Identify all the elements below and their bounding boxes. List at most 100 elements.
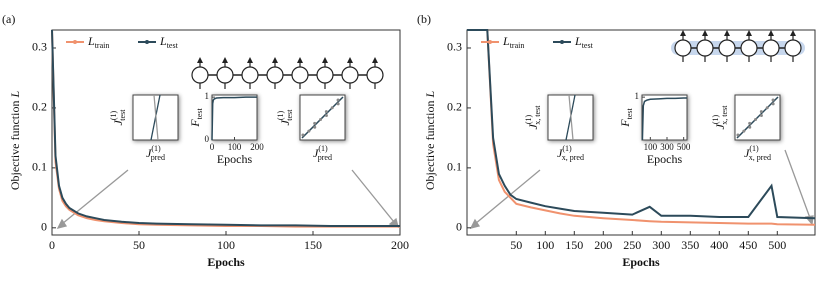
spin-site [316,66,334,84]
spin-arrowhead [297,57,303,63]
inset-frame [641,94,688,141]
label-sub: x, pred [749,153,771,162]
spin-site [216,66,234,84]
label-sub: pred [318,153,332,162]
inset-y-label: J(1)x, test [711,105,729,130]
label-base: J [278,119,292,125]
inset-frame [211,94,258,141]
label-sub: test [195,107,204,119]
inset-point [771,98,775,102]
legend-entry: Ltest [159,34,179,50]
spin-arrowhead [724,30,730,36]
spin-site [241,66,259,84]
label-base: J [313,146,319,160]
inset-y-label: J(1)test [276,109,294,126]
label-sub: train [95,41,110,50]
label-sup: (1) [276,110,285,120]
x-tick-label: 100 [217,238,235,252]
inset-point [319,117,323,121]
spin-arrowhead [222,57,228,63]
inset-fit [568,94,574,141]
spin-site [740,39,758,57]
inset-x-tick-label: 100 [228,142,242,152]
chain-diagram [191,57,384,89]
x-tick-label: 150 [304,238,322,252]
plot-frame [466,29,816,236]
x-tick-label: 50 [510,238,522,252]
label-text: Objective function [8,98,22,191]
label-base: L [502,34,510,48]
legend-marker [560,40,564,44]
inset-x-tick-label: 100 [644,142,658,152]
inset-point [759,114,763,118]
spin-arrowhead [790,30,796,36]
inset-point [759,110,763,114]
spin-arrowhead [247,57,253,63]
x-axis-label: Epochs [207,255,245,269]
inset-y-label: J(1)x, test [524,105,542,130]
legend-marker [73,40,77,44]
spin-site [341,66,359,84]
spin-arrowhead [197,57,203,63]
x-tick-label: 0 [49,238,55,252]
x-tick-label: 450 [739,238,757,252]
spin-site [291,66,309,84]
inset-line [641,97,687,141]
spin-arrowhead [702,30,708,36]
label-sub: test [167,41,179,50]
inset-y-label: Ftest [618,107,634,127]
spin-arrowhead [272,57,278,63]
label-base: L [574,34,582,48]
inset-point [742,129,746,133]
inset-x-label: J(1) x, pred [557,144,584,162]
inset-point [748,121,752,125]
chain-diagram [671,30,805,62]
label-sup: (1) [749,144,759,153]
inset-point [324,110,328,114]
label-sup: (1) [109,110,118,120]
y-tick-label: 0.1 [447,160,462,174]
y-tick-label: 0 [456,220,462,234]
label-sub: test [285,109,294,121]
legend-marker [488,40,492,44]
y-tick-label: 0.2 [447,100,462,114]
series-line [467,29,816,226]
inset-fit [153,94,159,141]
series-line [467,29,816,220]
x-tick-label: 50 [133,238,145,252]
inset-x-label: J(1) x, pred [744,144,771,162]
label-sub: test [625,107,634,119]
spin-arrowhead [680,30,686,36]
label-sup: (1) [151,144,161,153]
y-axis-label: Objective function L [8,91,22,191]
x-tick-label: 100 [536,238,554,252]
label-sup: (1) [524,114,533,124]
inset-point [748,125,752,129]
label-sup: (1) [711,114,720,124]
x-tick-label: 150 [565,238,583,252]
inset-point [307,129,311,133]
inset-x-label: J(1) pred [313,144,332,162]
spin-site [784,39,802,57]
label-text: Objective function [423,98,437,191]
label-sub: test [118,109,127,121]
inset-point [324,114,328,118]
inset-y-tick-label: 0 [205,134,210,144]
y-axis-label: Objective function L [423,91,437,191]
panel-label: (a) [2,12,15,26]
inset-line [211,96,257,141]
series-line [51,29,400,228]
spin-arrowhead [322,57,328,63]
spin-site [696,39,714,57]
x-tick-label: 200 [391,238,409,252]
label-sub: pred [151,153,165,162]
inset-x-tick-label: 300 [660,142,674,152]
inset-x-tick-label: 500 [677,142,691,152]
inset-y-label: Ftest [188,107,204,127]
label-sub: test [582,41,594,50]
spin-site [762,39,780,57]
label-sup: (1) [318,144,328,153]
legend-entry: Ltrain [87,34,109,50]
inset-x-label: Epochs [647,152,683,166]
